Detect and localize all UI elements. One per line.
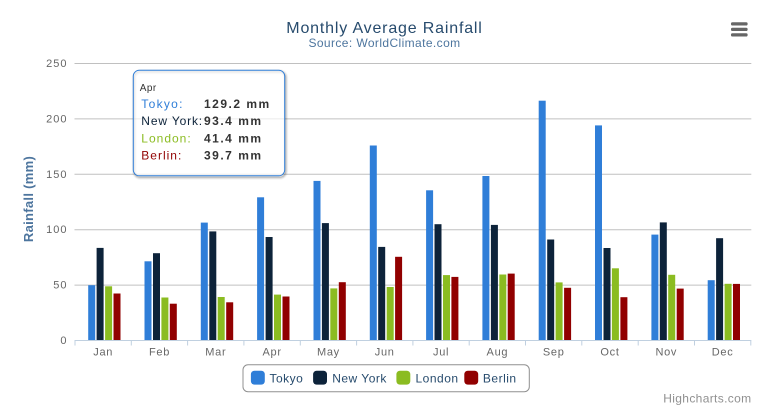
svg-text:Berlin: Berlin [483, 372, 517, 386]
svg-text:200: 200 [46, 113, 67, 125]
svg-text:May: May [317, 347, 340, 359]
svg-text:Berlin:: Berlin: [141, 149, 182, 163]
svg-text:93.4 mm: 93.4 mm [204, 114, 263, 128]
svg-text:Mar: Mar [205, 347, 226, 359]
svg-text:Rainfall (mm): Rainfall (mm) [21, 156, 36, 242]
svg-text:50: 50 [53, 280, 67, 292]
svg-text:Dec: Dec [712, 347, 734, 359]
svg-text:Tokyo: Tokyo [270, 372, 304, 386]
svg-text:Apr: Apr [262, 347, 281, 359]
svg-text:Source: WorldClimate.com: Source: WorldClimate.com [308, 36, 460, 50]
svg-text:0: 0 [60, 335, 67, 347]
svg-text:129.2 mm: 129.2 mm [204, 97, 271, 111]
svg-text:250: 250 [46, 58, 67, 70]
svg-text:Aug: Aug [487, 347, 509, 359]
svg-text:150: 150 [46, 169, 67, 181]
svg-text:100: 100 [46, 224, 67, 236]
svg-text:Jul: Jul [433, 347, 449, 359]
svg-text:New York:: New York: [141, 114, 203, 128]
svg-text:London:: London: [141, 131, 191, 145]
svg-text:39.7 mm: 39.7 mm [204, 149, 263, 163]
svg-text:London: London [416, 372, 459, 386]
svg-text:Jun: Jun [375, 347, 395, 359]
svg-text:New York: New York [332, 372, 387, 386]
svg-text:Apr: Apr [140, 83, 157, 94]
svg-text:Oct: Oct [600, 347, 619, 359]
svg-text:Sep: Sep [543, 347, 565, 359]
svg-text:Highcharts.com: Highcharts.com [663, 392, 751, 406]
svg-text:Tokyo:: Tokyo: [141, 97, 183, 111]
svg-text:Nov: Nov [655, 347, 677, 359]
svg-text:Jan: Jan [93, 347, 113, 359]
svg-text:Feb: Feb [149, 347, 170, 359]
svg-text:41.4 mm: 41.4 mm [204, 131, 263, 145]
svg-text:Monthly Average Rainfall: Monthly Average Rainfall [286, 20, 482, 37]
